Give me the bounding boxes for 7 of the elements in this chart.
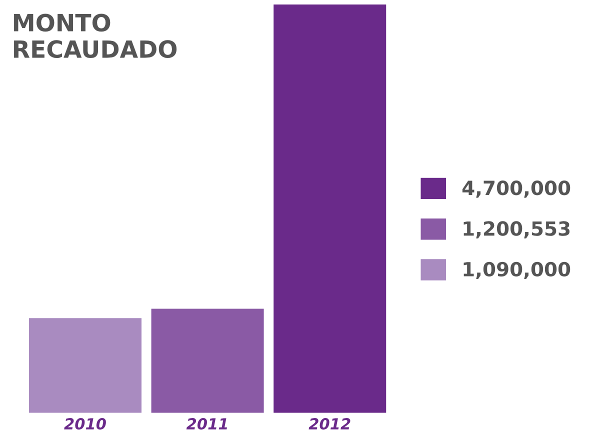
legend-label: 4,700,000 — [462, 180, 570, 198]
legend-label: 1,200,553 — [464, 221, 570, 238]
text: MONTO RECAUDADO — [14, 14, 177, 58]
x-tick-label: 2011 — [186, 418, 228, 430]
x-tick-label: 2010 — [64, 418, 106, 430]
x-tick-label: 2012 — [308, 418, 350, 430]
legend-label: 1,090,000 — [464, 262, 570, 280]
